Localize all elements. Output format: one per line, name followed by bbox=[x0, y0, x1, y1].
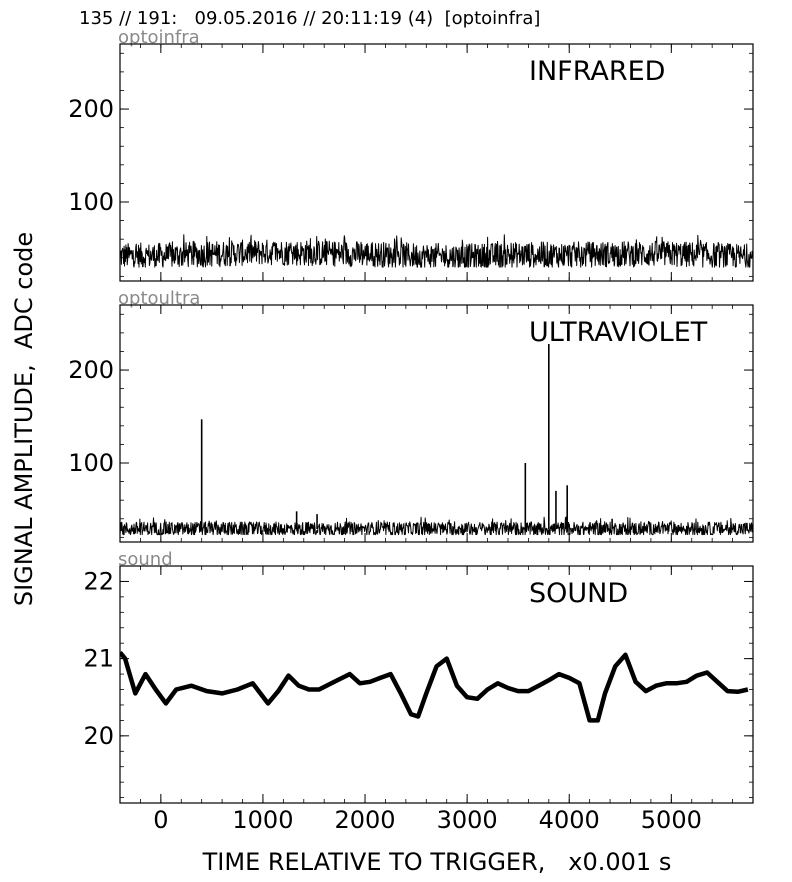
plot-frame-infrared bbox=[119, 43, 754, 282]
series-line-infrared bbox=[120, 234, 753, 268]
series-line-sound bbox=[120, 651, 749, 723]
ytick-label-sound-0: 20 bbox=[83, 722, 114, 750]
panel-source-ultraviolet: optoultra bbox=[118, 288, 201, 309]
ytick-label-infrared-1: 200 bbox=[68, 95, 114, 123]
ytick-label-ultraviolet-0: 100 bbox=[68, 449, 114, 477]
panel-title-ultraviolet: ULTRAVIOLET bbox=[529, 317, 708, 348]
ytick-label-sound-1: 21 bbox=[83, 645, 114, 673]
data-layer-ultraviolet bbox=[120, 344, 753, 536]
panel-title-sound: SOUND bbox=[529, 578, 628, 609]
xtick-label-1: 1000 bbox=[232, 806, 293, 834]
panel-infrared: 100 200 INFRARED bbox=[68, 43, 754, 282]
y-axis-label: SIGNAL AMPLITUDE, ADC code bbox=[10, 231, 38, 607]
xtick-label-3: 3000 bbox=[437, 806, 498, 834]
data-layer-sound bbox=[120, 651, 749, 723]
figure-header: 135 // 191: 09.05.2016 // 20:11:19 (4) [… bbox=[79, 8, 541, 29]
panel-source-sound: sound bbox=[118, 549, 173, 570]
ytick-label-sound-2: 22 bbox=[83, 567, 114, 595]
xtick-label-4: 4000 bbox=[539, 806, 600, 834]
ytick-label-ultraviolet-1: 200 bbox=[68, 356, 114, 384]
panel-ultraviolet: 100 200 ULTRAVIOLET bbox=[68, 304, 754, 543]
ytick-label-infrared-0: 100 bbox=[68, 188, 114, 216]
xtick-label-5: 5000 bbox=[641, 806, 702, 834]
panel-source-infrared: optoinfra bbox=[118, 27, 200, 48]
xtick-label-2: 2000 bbox=[334, 806, 395, 834]
panel-title-infrared: INFRARED bbox=[529, 56, 665, 87]
series-line-ultraviolet bbox=[120, 516, 753, 536]
x-axis-label: TIME RELATIVE TO TRIGGER, x0.001 s bbox=[202, 848, 672, 876]
panel-sound: 20 21 22 SOUND bbox=[83, 565, 754, 804]
plot-frame-ultraviolet bbox=[119, 304, 754, 543]
xtick-label-0: 0 bbox=[153, 806, 168, 834]
plot-frame-sound bbox=[119, 565, 754, 804]
data-layer-infrared bbox=[120, 234, 753, 268]
